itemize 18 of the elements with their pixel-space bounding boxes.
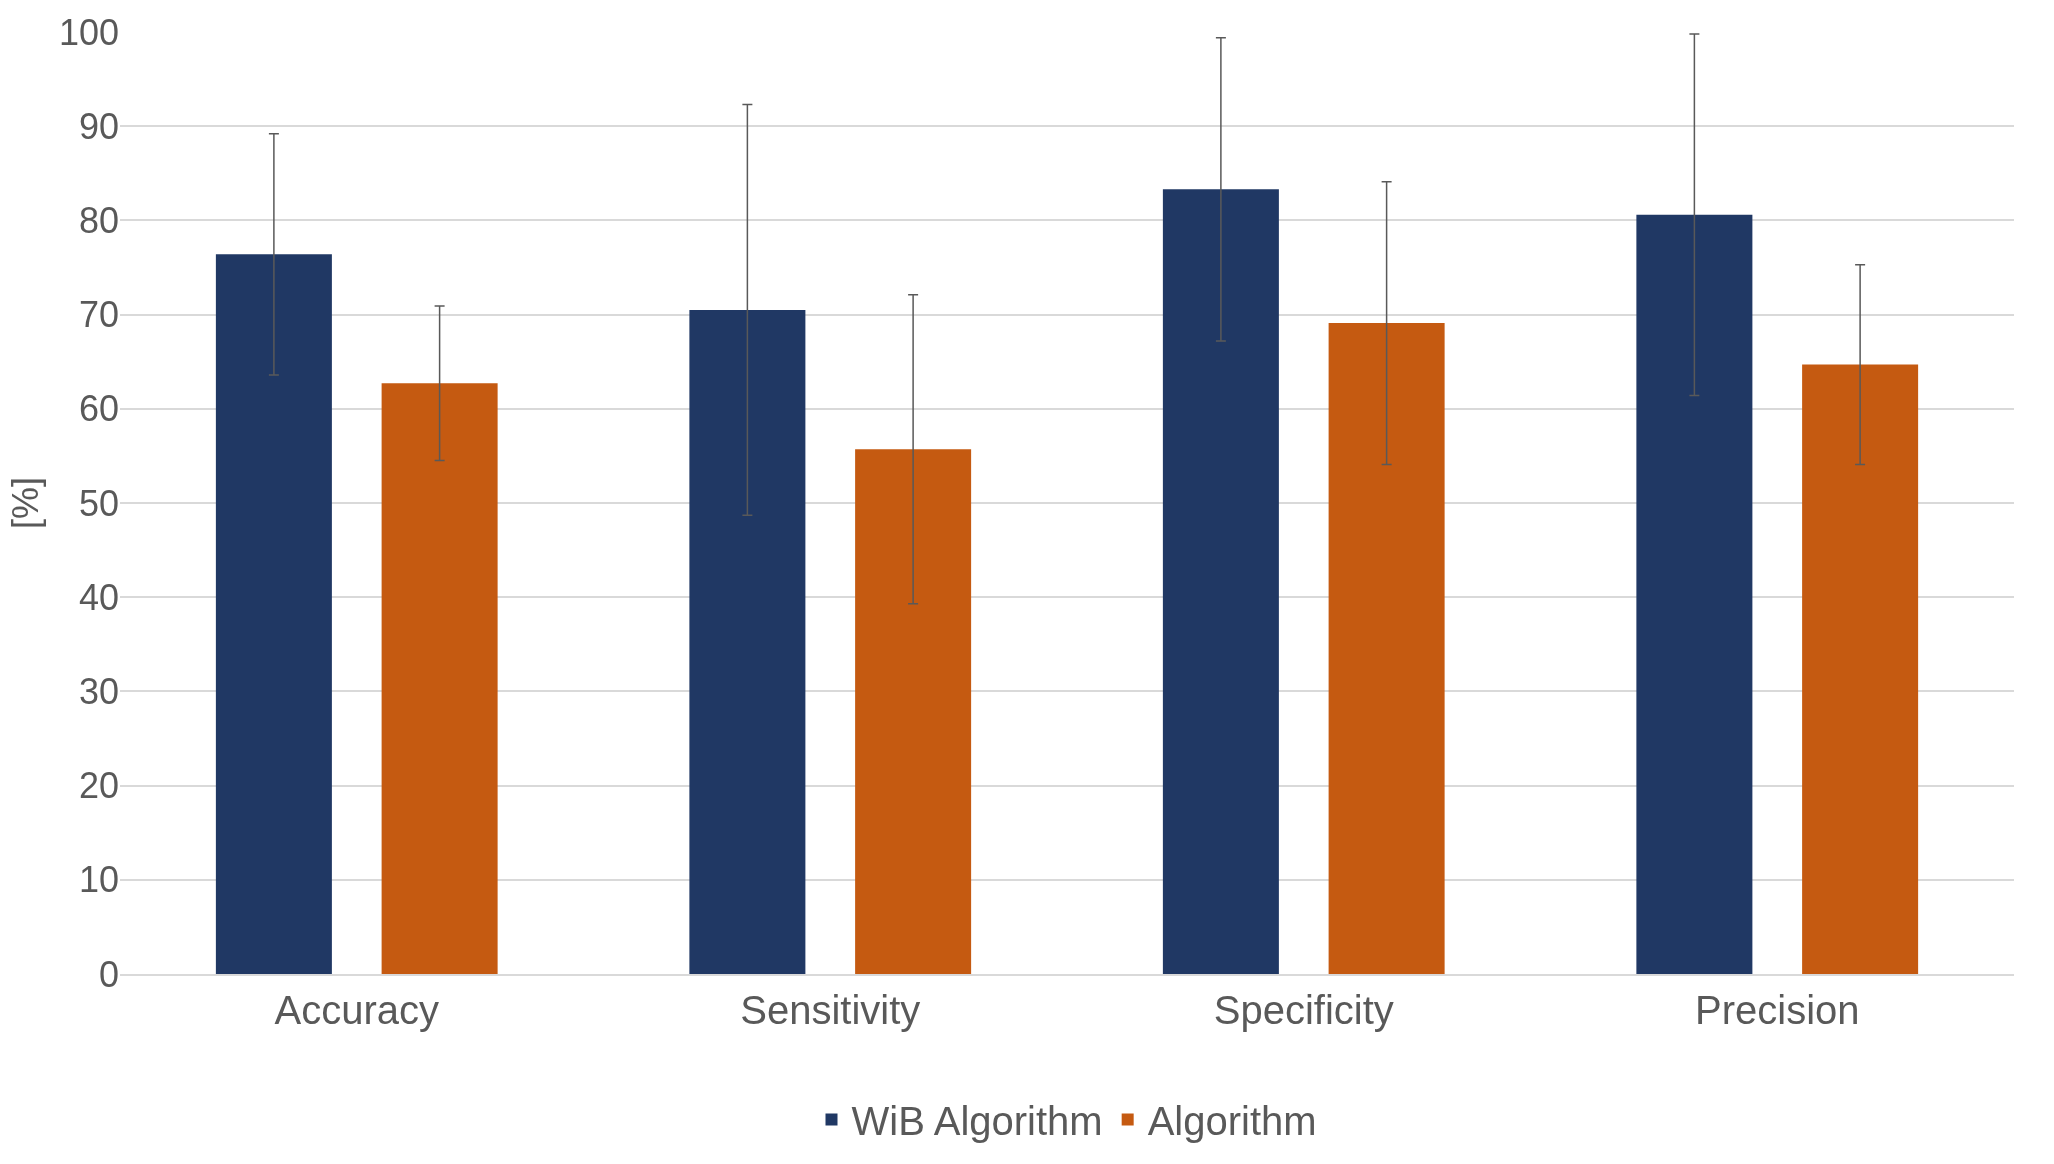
legend-label: Algorithm bbox=[1147, 1099, 1317, 1144]
y-tick-label: 30 bbox=[78, 671, 119, 712]
y-tick-label: 0 bbox=[98, 953, 119, 995]
x-tick-label: Accuracy bbox=[274, 988, 439, 1032]
y-tick-label: 100 bbox=[58, 11, 119, 53]
legend-label: WiB Algorithm bbox=[851, 1099, 1103, 1144]
y-tick-label: 50 bbox=[78, 482, 119, 524]
y-tick-label: 40 bbox=[78, 576, 119, 618]
y-tick-label: 10 bbox=[78, 859, 119, 901]
y-tick-label: 80 bbox=[78, 200, 119, 241]
y-tick-label: 90 bbox=[78, 105, 119, 147]
y-tick-label: 60 bbox=[78, 388, 119, 430]
x-tick-label: Precision bbox=[1694, 988, 1860, 1032]
x-tick-label: Specificity bbox=[1213, 988, 1394, 1032]
y-tick-label: 20 bbox=[78, 765, 119, 807]
x-tick-label: Sensitivity bbox=[740, 988, 921, 1032]
y-axis-title: [%] bbox=[5, 476, 46, 530]
y-tick-label: 70 bbox=[78, 294, 119, 336]
